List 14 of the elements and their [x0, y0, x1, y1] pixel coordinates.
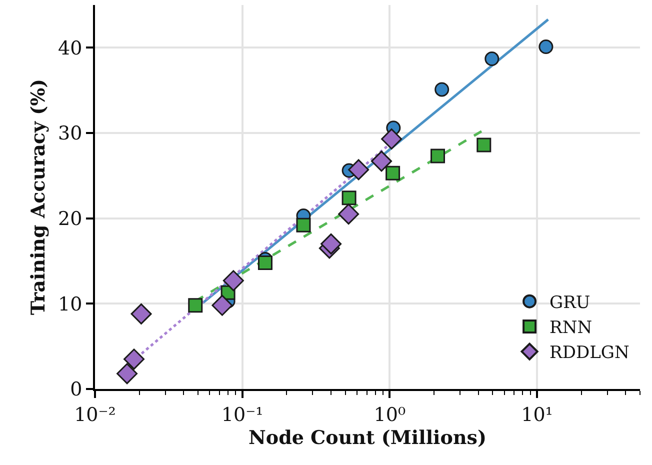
y-axis-title: Training Accuracy (%): [27, 78, 50, 316]
y-tick-label: 10: [58, 293, 82, 316]
x-axis-title: Node Count (Millions): [248, 427, 486, 450]
legend-label: GRU: [550, 292, 590, 313]
x-tick-label: 10⁻²: [74, 404, 116, 426]
x-tick-label: 10⁻¹: [221, 404, 264, 426]
y-tick-label: 40: [58, 37, 82, 60]
y-tick-label: 20: [58, 208, 82, 230]
y-tick-label: 30: [58, 122, 82, 145]
legend-label: RNN: [550, 318, 592, 338]
x-tick-label: 10¹: [521, 404, 553, 426]
legend-label: RDDLGN: [550, 343, 630, 364]
x-tick-label: 10⁰: [374, 404, 406, 426]
y-tick-label: 0: [70, 378, 82, 401]
